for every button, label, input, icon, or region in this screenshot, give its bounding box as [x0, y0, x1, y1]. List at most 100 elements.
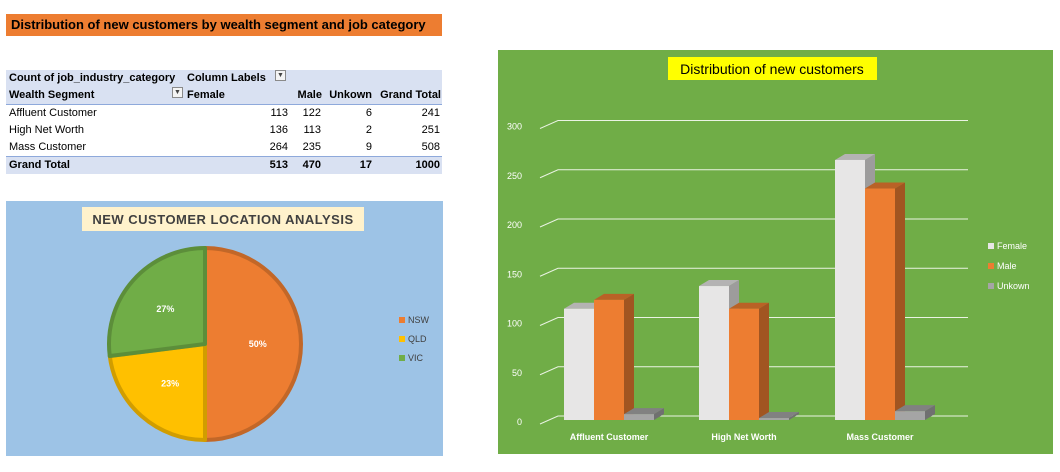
pivot-column-labels: Column Labels [187, 72, 266, 84]
pivot-columns-row: Wealth Segment ▼ Female Male Unkown Gran… [6, 87, 442, 105]
gridline [539, 169, 968, 179]
cell-unknown: 2 [365, 124, 372, 136]
pie-legend-swatch [399, 355, 405, 361]
pie-slice-nsw[interactable] [203, 246, 303, 442]
bar-top [895, 405, 935, 412]
pie-legend-label-nsw: NSW [408, 315, 430, 325]
y-tick-label: 200 [507, 220, 522, 230]
bar-side [895, 182, 905, 420]
total-male: 470 [302, 159, 321, 171]
bar-female-2[interactable] [835, 159, 865, 420]
total-unknown: 17 [359, 159, 372, 171]
cell-grand-total: 508 [421, 141, 440, 153]
report-title-banner: Distribution of new customers by wealth … [6, 14, 442, 36]
cell-female: 136 [269, 124, 288, 136]
pie-title-box [82, 207, 364, 231]
pie-legend-swatch [399, 336, 405, 342]
bar-top [759, 412, 799, 419]
col-header-grand-total: Grand Total [380, 89, 441, 101]
pivot-table: Count of job_industry_category Column La… [6, 70, 442, 174]
col-header-unknown: Unkown [329, 89, 372, 101]
bar-side [759, 302, 769, 420]
cell-grand-total: 241 [421, 107, 440, 119]
bar-side [654, 408, 664, 420]
total-grand-total: 1000 [415, 159, 440, 171]
pivot-row: High Net Worth 136 113 2 251 [6, 122, 442, 139]
bar-top [624, 408, 664, 415]
gridline [539, 218, 968, 228]
x-category-label: Mass Customer [846, 432, 914, 442]
row-label: Affluent Customer [9, 107, 97, 119]
row-label: Mass Customer [9, 141, 87, 153]
bar-top [594, 293, 634, 300]
cell-male: 235 [302, 141, 321, 153]
location-pie-chart: NEW CUSTOMER LOCATION ANALYSIS 50% 23% 27%… [82, 207, 430, 442]
cell-male: 113 [303, 124, 321, 136]
bar-legend-label-unkown: Unkown [997, 281, 1030, 291]
cell-male: 122 [302, 107, 321, 119]
gridline [539, 366, 968, 376]
y-tick-label: 50 [512, 368, 522, 378]
pivot-row: Mass Customer 264 235 9 508 [6, 139, 442, 156]
bar-unkown-1[interactable] [759, 418, 789, 420]
y-tick-label: 100 [507, 319, 522, 329]
location-pie-chart-panel[interactable]: NEW CUSTOMER LOCATION ANALYSIS 50% 23% 27%… [6, 201, 443, 456]
row-labels-filter-button[interactable]: ▼ [172, 87, 183, 98]
cell-female: 113 [270, 107, 288, 119]
x-category-label: High Net Worth [711, 432, 776, 442]
col-header-female: Female [187, 89, 225, 101]
cell-female: 264 [269, 141, 288, 153]
bar-side [789, 412, 799, 420]
bar-female-1[interactable] [699, 286, 729, 420]
bar-side [925, 405, 935, 420]
y-tick-label: 150 [507, 269, 522, 279]
total-female: 513 [269, 159, 288, 171]
y-tick-label: 250 [507, 171, 522, 181]
pie-slice-vic[interactable] [107, 246, 207, 359]
gridline [539, 317, 968, 326]
cell-unknown: 6 [365, 107, 372, 119]
col-header-male: Male [297, 89, 322, 101]
column-labels-filter-button[interactable]: ▼ [275, 70, 286, 81]
bar-top [729, 302, 769, 309]
bar-legend-label-female: Female [997, 241, 1027, 251]
customer-bar-chart: Distribution of new customers 0 50 100 150 2… [507, 57, 1030, 442]
pie-chart-title: NEW CUSTOMER LOCATION ANALYSIS [92, 212, 353, 227]
bar-legend-swatch [988, 243, 994, 249]
bar-female-0[interactable] [564, 308, 594, 420]
pie-legend-swatch [399, 317, 405, 323]
bar-top [699, 280, 739, 287]
cell-unknown: 9 [365, 141, 372, 153]
customer-bar-chart-panel[interactable]: Distribution of new customers 0 50 100 150 2… [498, 50, 1053, 454]
bar-unkown-2[interactable] [895, 411, 925, 420]
pivot-grand-total-row: Grand Total 513 470 17 1000 [6, 156, 442, 174]
pivot-row-field: Wealth Segment [9, 89, 95, 101]
bar-male-0[interactable] [594, 299, 624, 420]
pie-slice-qld[interactable] [107, 342, 207, 442]
bar-side [624, 293, 634, 420]
pie-data-label: 50% [249, 339, 267, 349]
bar-legend-swatch [988, 283, 994, 289]
bar-legend-swatch [988, 263, 994, 269]
bar-male-1[interactable] [729, 308, 759, 420]
pivot-row: Affluent Customer 113 122 6 241 [6, 105, 442, 122]
pie-legend-label-vic: VIC [408, 353, 424, 363]
pie-legend-label-qld: QLD [408, 334, 427, 344]
row-label: Grand Total [9, 159, 70, 171]
bar-male-2[interactable] [865, 188, 895, 420]
bar-chart-title: Distribution of new customers [680, 61, 864, 77]
pie-data-label: 23% [161, 379, 179, 389]
bar-top [835, 153, 875, 160]
gridline [539, 415, 968, 425]
pie-data-label: 27% [156, 304, 174, 314]
y-tick-label: 300 [507, 122, 522, 132]
bar-title-box [668, 57, 877, 80]
pivot-value-field: Count of job_industry_category [9, 72, 176, 84]
row-label: High Net Worth [9, 124, 84, 136]
y-tick-label: 0 [517, 417, 522, 427]
x-category-label: Affluent Customer [570, 432, 649, 442]
bar-unkown-0[interactable] [624, 414, 654, 420]
bar-top [865, 182, 905, 189]
pivot-header-row: Count of job_industry_category Column La… [6, 70, 442, 87]
gridline [539, 267, 968, 277]
